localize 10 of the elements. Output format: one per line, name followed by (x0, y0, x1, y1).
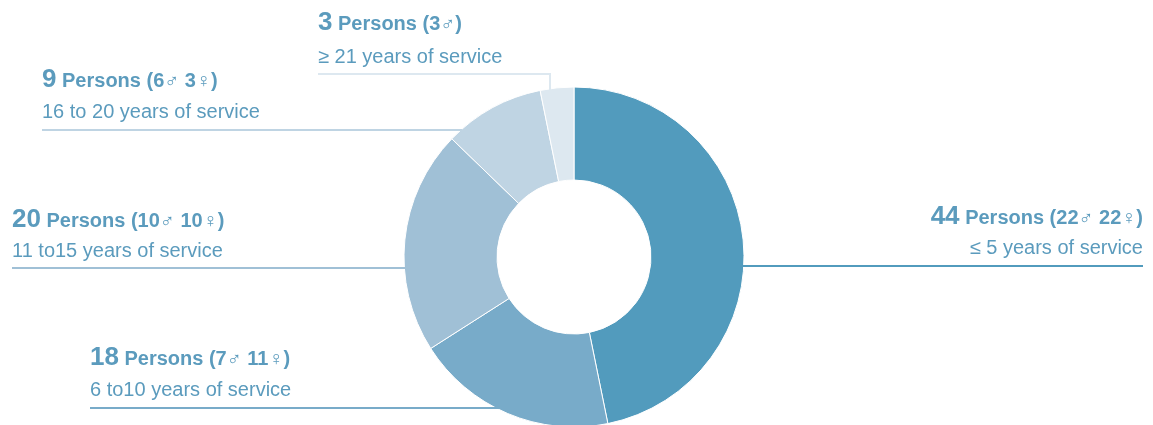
slice-label: ≤ 5 years of service (969, 236, 1143, 258)
data-label: 9 Persons (6♂ 3♀) (42, 63, 218, 93)
slice-label: 6 to10 years of service (90, 378, 292, 400)
slice-label: ≥ 21 years of service (318, 45, 503, 67)
slice-label: 11 to15 years of service (12, 239, 223, 261)
data-label: 44 Persons (22♂ 22♀) (930, 200, 1143, 230)
data-label: 20 Persons (10♂ 10♀) (12, 203, 225, 233)
data-label: 18 Persons (7♂ 11♀) (90, 341, 291, 371)
data-label: 3 Persons (3♂) (318, 6, 462, 36)
slice-label: 16 to 20 years of service (42, 100, 260, 122)
